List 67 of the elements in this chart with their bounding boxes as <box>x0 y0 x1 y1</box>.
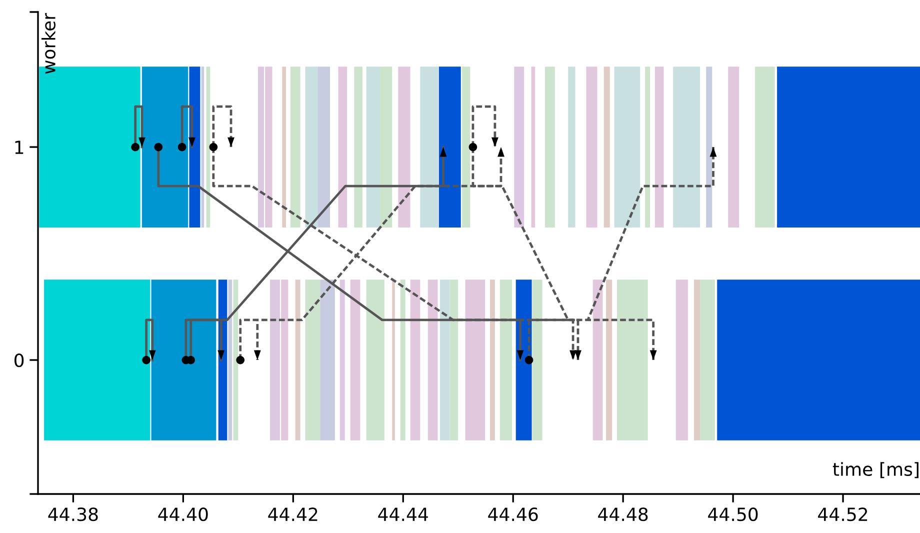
bar <box>340 280 345 440</box>
bar <box>614 66 640 228</box>
bar <box>532 280 542 440</box>
y-tick-label: 1 <box>15 140 24 154</box>
x-tick-label: 44.38 <box>48 508 98 522</box>
bar <box>151 280 216 440</box>
bar <box>189 66 200 228</box>
bar <box>606 280 612 440</box>
bar <box>717 280 920 440</box>
bar <box>706 66 712 228</box>
bar <box>392 280 395 440</box>
bar <box>400 280 406 440</box>
bar <box>295 280 300 440</box>
bar <box>305 280 320 440</box>
bar <box>398 66 410 228</box>
x-tick-label: 44.42 <box>268 508 318 521</box>
bar <box>568 66 576 228</box>
bar <box>338 66 348 228</box>
bar <box>586 66 598 228</box>
bar <box>290 66 300 228</box>
bar <box>465 280 486 440</box>
bar <box>438 66 461 228</box>
bar <box>654 66 664 228</box>
bar <box>516 280 532 440</box>
bar <box>500 280 512 440</box>
x-tick-label: 44.50 <box>708 508 758 522</box>
bar <box>318 66 330 228</box>
x-tick-label: 44.40 <box>158 508 208 522</box>
bar <box>380 66 392 228</box>
bar <box>514 66 524 228</box>
bar <box>142 66 188 228</box>
x-tick-label: 44.52 <box>818 508 868 522</box>
bar <box>366 66 380 228</box>
bar <box>420 66 438 228</box>
bar <box>700 280 715 440</box>
bar <box>604 66 610 228</box>
bar <box>645 66 650 228</box>
bar <box>777 66 920 228</box>
bar <box>490 280 495 440</box>
bar <box>592 280 603 440</box>
bar <box>354 66 362 228</box>
bar <box>428 280 438 440</box>
bar <box>673 66 700 228</box>
bar <box>462 66 470 228</box>
bar <box>531 66 536 228</box>
bar <box>676 280 688 440</box>
bar <box>410 280 420 440</box>
bar <box>350 280 360 440</box>
bar <box>728 66 740 228</box>
y-tick-label: 0 <box>14 353 24 368</box>
bar <box>755 66 775 228</box>
bar <box>44 280 150 440</box>
bar <box>320 280 335 440</box>
bar <box>233 280 238 440</box>
bar <box>544 66 555 228</box>
bar <box>450 280 458 440</box>
bar <box>366 280 384 440</box>
x-axis-title: time [ms] <box>832 462 918 478</box>
y-axis-title: worker <box>42 12 56 74</box>
bar <box>305 66 318 228</box>
bar <box>440 280 450 440</box>
bar <box>282 66 286 228</box>
x-tick-label: 44.46 <box>488 508 538 522</box>
x-tick-label: 44.48 <box>598 508 648 522</box>
bar <box>694 280 700 440</box>
bar <box>617 280 648 440</box>
x-tick-label: 44.44 <box>378 508 428 521</box>
